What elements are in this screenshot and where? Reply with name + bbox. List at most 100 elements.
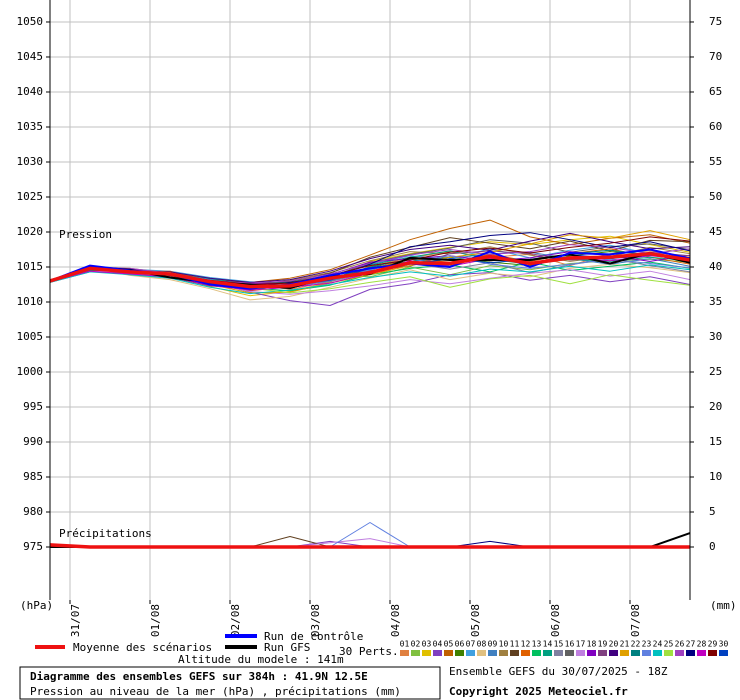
- legend-label: 23: [642, 640, 652, 649]
- pressure-line: [49, 251, 691, 289]
- legend-label: 15: [554, 640, 564, 649]
- legend-label: 20: [609, 640, 619, 649]
- legend-label: 02: [411, 640, 421, 649]
- y2-tick-label: 0: [709, 540, 716, 553]
- legend-label: 03: [422, 640, 432, 649]
- legend-swatch: [455, 650, 464, 656]
- y-tick-label: 995: [23, 400, 43, 413]
- y-tick-label: 1010: [17, 295, 44, 308]
- y2-tick-label: 75: [709, 15, 722, 28]
- y2-tick-label: 25: [709, 365, 722, 378]
- y2-tick-label: 70: [709, 50, 722, 63]
- y2-tick-label: 10: [709, 470, 722, 483]
- y2-tick-label: 55: [709, 155, 722, 168]
- y-tick-label: 975: [23, 540, 43, 553]
- legend-swatch: [444, 650, 453, 656]
- y-tick-label: 1000: [17, 365, 44, 378]
- legend-swatch: [576, 650, 585, 656]
- pressure-line: [49, 264, 691, 295]
- x-tick-label: 05/08: [469, 604, 482, 637]
- legend-swatch: [653, 650, 662, 656]
- legend-swatch: [554, 650, 563, 656]
- pressure-line: [49, 263, 691, 301]
- pressure-label: Pression: [59, 228, 112, 241]
- legend-swatch: [543, 650, 552, 656]
- legend-label: 04: [433, 640, 443, 649]
- legend-swatch: [642, 650, 651, 656]
- x-tick-label: 07/08: [629, 604, 642, 637]
- legend-label: 19: [598, 640, 608, 649]
- legend-label: Run de contrôle: [264, 630, 363, 643]
- lines: [49, 219, 691, 549]
- y-tick-label: 980: [23, 505, 43, 518]
- y2-tick-label: 35: [709, 295, 722, 308]
- y2-tick-label: 5: [709, 505, 716, 518]
- legend-swatch: [466, 650, 475, 656]
- legend-swatch: [631, 650, 640, 656]
- legend-swatch: [477, 650, 486, 656]
- run-info: Ensemble GEFS du 30/07/2025 - 18Z: [449, 665, 668, 678]
- y-tick-label: 1020: [17, 225, 44, 238]
- y2-tick-label: 45: [709, 225, 722, 238]
- legend-label: 16: [565, 640, 575, 649]
- chart-title: Diagramme des ensembles GEFS sur 384h : …: [30, 670, 368, 683]
- y-unit: (hPa): [20, 599, 53, 612]
- legend-label: 11: [510, 640, 520, 649]
- legend-swatch: [719, 650, 728, 656]
- legend-label: 27: [686, 640, 696, 649]
- y-tick-label: 1030: [17, 155, 44, 168]
- grid: [50, 0, 690, 600]
- legend-label: 26: [675, 640, 685, 649]
- y2-unit: (mm): [710, 599, 737, 612]
- legend-label: 14: [543, 640, 553, 649]
- legend-swatch: [499, 650, 508, 656]
- y2-tick-label: 20: [709, 400, 722, 413]
- y2-tick-label: 50: [709, 190, 722, 203]
- y-tick-label: 1035: [17, 120, 44, 133]
- legend-label: 08: [477, 640, 487, 649]
- legend-swatch: [620, 650, 629, 656]
- legend-label: 12: [521, 640, 531, 649]
- legend-label: 21: [620, 640, 630, 649]
- chart-subtitle: Pression au niveau de la mer (hPa) , pré…: [30, 685, 401, 698]
- x-tick-label: 02/08: [229, 604, 242, 637]
- legend-label: Moyenne des scénarios: [73, 641, 212, 654]
- title-box: [19, 666, 441, 700]
- legend-swatch: [488, 650, 497, 656]
- legend-label: 24: [653, 640, 663, 649]
- precip-line: [49, 543, 690, 549]
- legend-swatch: [521, 650, 530, 656]
- y2-tick-label: 40: [709, 260, 722, 273]
- y-tick-label: 990: [23, 435, 43, 448]
- legend-swatch: [422, 650, 431, 656]
- y-tick-label: 1040: [17, 85, 44, 98]
- legend-label: 25: [664, 640, 674, 649]
- legend-swatch: [708, 650, 717, 656]
- legend-label: 05: [444, 640, 454, 649]
- y2-tick-label: 30: [709, 330, 722, 343]
- legend-label: 10: [499, 640, 509, 649]
- legend-label: 30: [719, 640, 729, 649]
- legend-swatch: [532, 650, 541, 656]
- legend-swatch: [664, 650, 673, 656]
- legend-label: 29: [708, 640, 718, 649]
- y2-tick-label: 60: [709, 120, 722, 133]
- legend-swatch: [510, 650, 519, 656]
- y2-tick-label: 65: [709, 85, 722, 98]
- y-tick-label: 985: [23, 470, 43, 483]
- y-tick-label: 1005: [17, 330, 44, 343]
- legend-label: 17: [576, 640, 586, 649]
- legend-label: 28: [697, 640, 707, 649]
- copyright: Copyright 2025 Meteociel.fr: [449, 685, 628, 698]
- legend-swatch: [587, 650, 596, 656]
- legend-swatch: [598, 650, 607, 656]
- legend-label: 18: [587, 640, 597, 649]
- legend-label: 07: [466, 640, 476, 649]
- legend-swatch: [411, 650, 420, 656]
- legend-swatch: [697, 650, 706, 656]
- y2-tick-label: 15: [709, 435, 722, 448]
- x-tick-label: 31/07: [69, 604, 82, 637]
